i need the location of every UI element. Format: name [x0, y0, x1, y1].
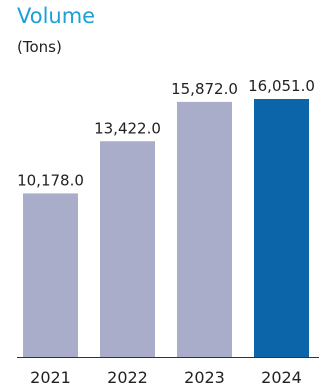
- x-tick-label-2023: 2023: [184, 368, 225, 385]
- chart-unit-label: (Tons): [17, 38, 62, 56]
- value-label-2021: 10,178.0: [17, 171, 84, 189]
- x-tick-label-2021: 2021: [30, 368, 71, 385]
- value-label-2022: 13,422.0: [94, 119, 161, 137]
- bar-2023: [177, 101, 232, 358]
- x-tick-label-2024: 2024: [261, 368, 302, 385]
- value-label-2024: 16,051.0: [248, 77, 315, 95]
- bar-2021: [23, 193, 78, 357]
- bar-2024: [254, 99, 309, 357]
- bar-2022: [100, 141, 155, 357]
- chart-title: Volume: [17, 4, 96, 28]
- x-tick-label-2022: 2022: [107, 368, 148, 385]
- value-label-2023: 15,872.0: [171, 80, 238, 98]
